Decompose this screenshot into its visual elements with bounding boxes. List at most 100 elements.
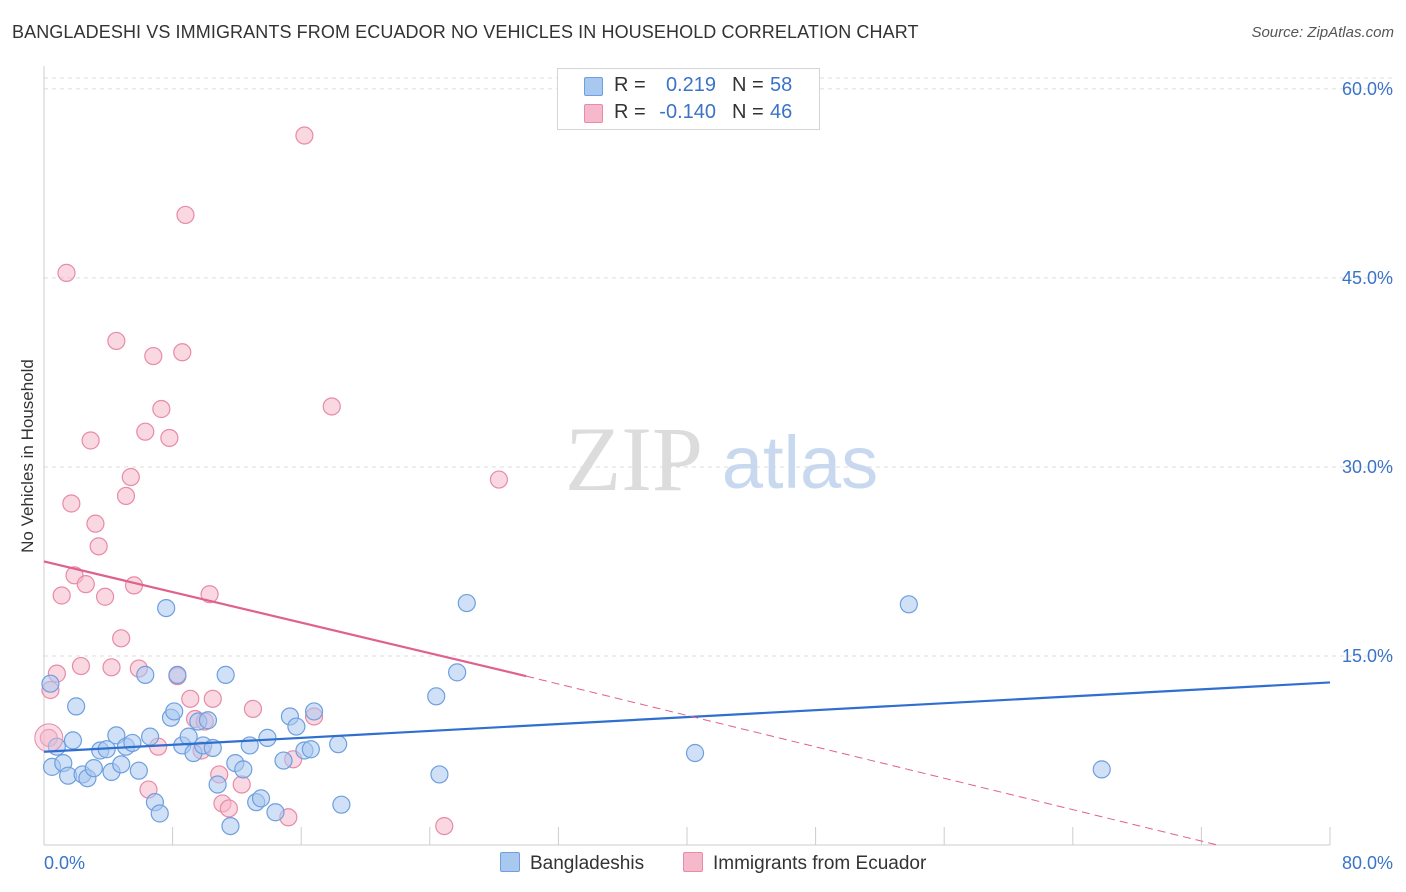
ecuador-point	[57, 263, 76, 282]
chart-title: BANGLADESHI VS IMMIGRANTS FROM ECUADOR N…	[12, 22, 919, 42]
ecuador-point	[34, 723, 64, 753]
ecuador-point	[144, 346, 163, 366]
bangladeshi-point	[123, 733, 142, 753]
watermark: ZIP atlas	[565, 408, 878, 510]
bangladeshi-point	[67, 697, 86, 716]
ecuador-point	[121, 467, 140, 487]
ecuador-point	[176, 205, 195, 225]
ecuador-point	[81, 431, 100, 450]
legend-r-value: -0.140	[659, 101, 716, 123]
bangladeshi-point	[198, 711, 218, 730]
bangladeshi-point	[112, 755, 131, 774]
watermark-atlas: atlas	[722, 421, 878, 504]
legend-swatch-pink	[584, 104, 603, 123]
ecuador-trend-extension	[526, 675, 1218, 846]
bottom-legend-swatch-pink	[683, 852, 703, 872]
bangladeshi-point	[41, 674, 60, 693]
legend-r-label: R =	[614, 101, 646, 123]
bottom-legend-ecuador: Immigrants from Ecuador	[683, 852, 926, 875]
bottom-legend-swatch-blue	[500, 852, 520, 872]
bangladeshi-point	[63, 731, 83, 750]
bangladeshi-point	[216, 665, 235, 684]
ecuador-point	[95, 587, 115, 606]
grid-lines	[44, 77, 1395, 657]
bangladeshi-point	[329, 735, 348, 754]
bangladeshi-point	[448, 663, 467, 682]
ecuador-trend-line	[43, 560, 527, 678]
bangladeshi-point	[266, 803, 285, 822]
legend-r-label: R =	[614, 74, 646, 96]
ecuador-point	[203, 689, 222, 708]
y-tick-label: 60.0%	[1342, 79, 1393, 99]
bangladeshi-point	[301, 740, 320, 759]
ecuador-point	[435, 816, 454, 836]
bangladeshi-point	[221, 816, 240, 836]
ecuador-point	[243, 699, 263, 719]
bangladeshi-point	[168, 665, 187, 684]
bangladeshi-point	[150, 804, 169, 823]
bangladeshi-point	[129, 761, 148, 780]
bangladeshi-point	[899, 595, 918, 614]
ecuador-point	[152, 399, 171, 419]
legend-n-value: 58	[770, 74, 793, 96]
bangladeshi-point	[140, 727, 160, 746]
bangladeshi-point	[274, 751, 293, 770]
bangladeshi-point	[84, 759, 103, 778]
data-points	[34, 126, 1111, 836]
y-tick-label: 15.0%	[1342, 646, 1393, 666]
legend-r-value: 0.219	[665, 74, 716, 96]
bangladeshi-point	[332, 795, 351, 814]
ecuador-point	[89, 537, 108, 556]
watermark-zip: ZIP	[565, 408, 703, 510]
source-credit: Source: ZipAtlas.com	[1251, 24, 1394, 41]
bangladeshi-point	[251, 789, 271, 808]
ecuador-point	[200, 585, 219, 604]
bangladeshi-point	[234, 760, 253, 779]
x-tick-label: 80.0%	[1342, 853, 1393, 873]
bottom-legend-label: Bangladeshis	[530, 853, 645, 874]
tick-labels: 15.0% 30.0% 45.0% 60.0% 0.0% 80.0%	[44, 79, 1393, 873]
bangladeshi-point	[1092, 760, 1111, 779]
ecuador-point	[322, 397, 341, 416]
y-tick-label: 30.0%	[1342, 457, 1393, 477]
legend-n-label: N =	[732, 101, 764, 123]
legend-n-value: 46	[770, 101, 793, 123]
bangladeshi-point	[304, 702, 324, 721]
bangladeshi-trend-line	[43, 681, 1331, 753]
ecuador-point	[489, 470, 509, 489]
bangladeshi-point	[208, 775, 227, 794]
bangladeshi-point	[430, 765, 449, 784]
bangladeshi-point	[287, 717, 306, 736]
ecuador-point	[71, 656, 91, 676]
bangladeshi-point	[258, 728, 277, 747]
ecuador-point	[62, 494, 81, 513]
bangladeshi-point	[136, 665, 155, 684]
ecuador-point	[232, 775, 251, 794]
ecuador-point	[181, 689, 200, 708]
ecuador-point	[76, 575, 95, 594]
ecuador-point	[52, 586, 71, 605]
ecuador-point	[112, 629, 131, 648]
ecuador-point	[116, 486, 136, 506]
ecuador-point	[86, 514, 105, 533]
legend-n-label: N =	[732, 74, 764, 96]
bangladeshi-point	[157, 598, 176, 618]
correlation-legend: R = 0.219 N = 58 R = -0.140 N = 46	[557, 68, 820, 130]
legend-swatch-blue	[584, 77, 603, 96]
bottom-legend-bangladeshis: Bangladeshis	[500, 852, 644, 875]
ecuador-point	[173, 343, 192, 362]
bangladeshi-point	[457, 593, 476, 613]
x-tick-label: 0.0%	[44, 853, 85, 873]
ecuador-point	[219, 799, 238, 818]
bangladeshi-point	[179, 727, 198, 746]
bangladeshi-point	[427, 687, 446, 706]
trend-lines	[43, 560, 1331, 846]
bangladeshi-point	[685, 743, 705, 763]
ecuador-point	[295, 126, 314, 145]
ecuador-point	[102, 658, 121, 677]
ecuador-point	[136, 422, 155, 441]
bottom-legend-label: Immigrants from Ecuador	[713, 853, 927, 874]
ecuador-point	[107, 331, 126, 351]
ecuador-point	[160, 428, 179, 448]
